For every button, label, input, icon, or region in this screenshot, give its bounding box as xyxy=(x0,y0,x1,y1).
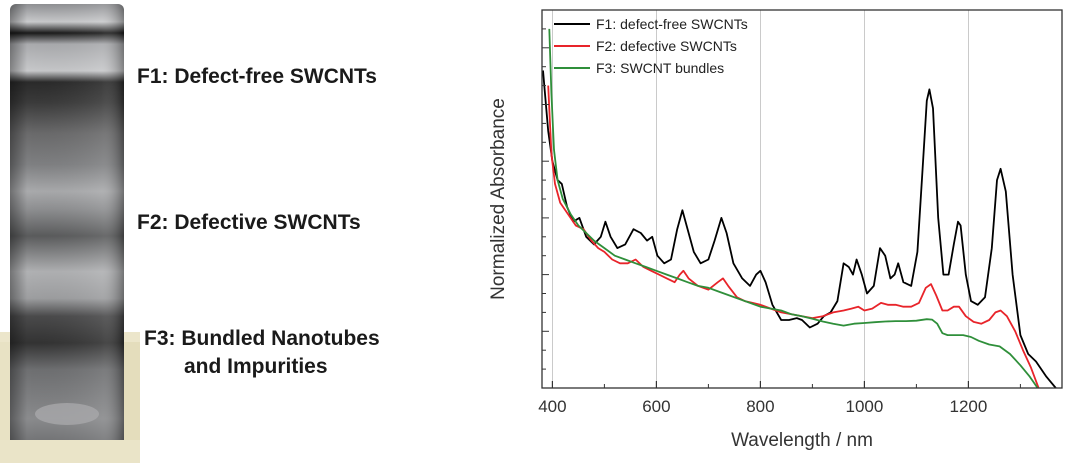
x-axis-title: Wavelength / nm xyxy=(731,430,873,451)
x-tick-label: 1200 xyxy=(949,397,987,416)
series-line-2 xyxy=(547,85,1040,389)
grid xyxy=(552,10,969,388)
x-tick-label: 1000 xyxy=(845,397,883,416)
x-tick-label: 800 xyxy=(746,397,774,416)
x-tick-label: 400 xyxy=(538,397,566,416)
series-line-3 xyxy=(548,28,1039,389)
legend-label-3: F3: SWCNT bundles xyxy=(596,60,724,76)
fraction-f2-label: F2: Defective SWCNTs xyxy=(137,211,361,234)
legend: F1: defect-free SWCNTs F2: defective SWCN… xyxy=(554,16,748,76)
series-line-1 xyxy=(542,70,1057,389)
centrifuge-tube-image xyxy=(0,4,140,463)
fraction-f1-label: F1: Defect-free SWCNTs xyxy=(137,65,377,88)
ticks: 400 600 800 1000 1200 xyxy=(538,9,1021,416)
absorbance-chart: 400 600 800 1000 1200 F1: defect-free SWCNTs… xyxy=(488,9,1063,451)
x-tick-label: 600 xyxy=(642,397,670,416)
fraction-f3-label-line2: and Impurities xyxy=(184,355,328,378)
series-group xyxy=(542,28,1057,389)
centrifuge-tube-photo xyxy=(0,0,140,463)
y-axis-title: Normalized Absorbance xyxy=(488,98,509,300)
legend-label-1: F1: defect-free SWCNTs xyxy=(596,16,748,32)
legend-label-2: F2: defective SWCNTs xyxy=(596,38,737,54)
fraction-f3-label: F3: Bundled Nanotubes xyxy=(144,327,380,350)
